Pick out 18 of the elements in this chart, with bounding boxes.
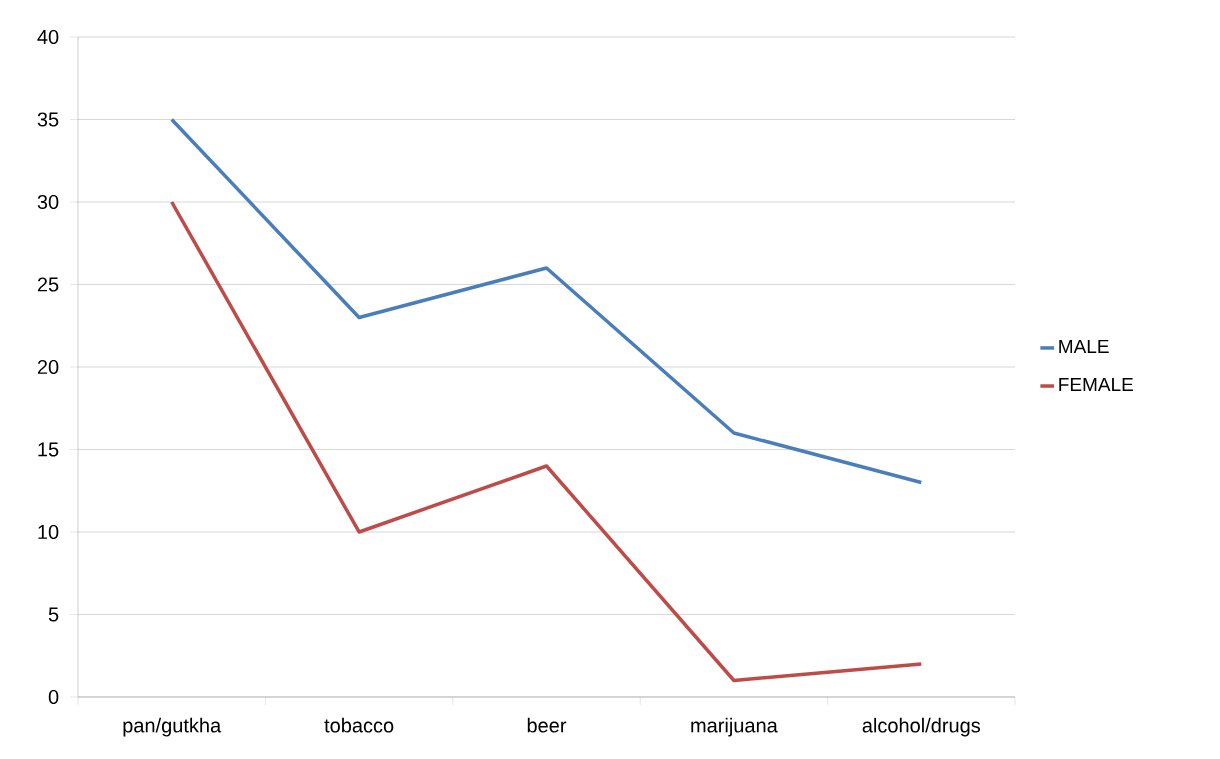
y-tick-label: 20 bbox=[37, 359, 59, 375]
y-tick-label: 40 bbox=[37, 29, 59, 45]
y-tick-label: 10 bbox=[38, 524, 59, 540]
y-tick-label: 35 bbox=[37, 112, 59, 127]
legend-label: MALE bbox=[1059, 339, 1109, 353]
y-tick-label: 25 bbox=[37, 277, 59, 292]
x-tick-label: pan/gutkha bbox=[123, 717, 222, 737]
x-tick-label: marijuana bbox=[691, 717, 778, 737]
line-series bbox=[169, 117, 924, 485]
x-tick-label: tobacco bbox=[324, 717, 394, 733]
line-series bbox=[169, 200, 924, 683]
y-tick-label: 0 bbox=[48, 689, 59, 705]
y-tick-label: 5 bbox=[48, 607, 59, 622]
legend-label: FEMALE bbox=[1059, 378, 1133, 392]
x-tick-label: beer bbox=[527, 717, 567, 733]
y-tick-label: 15 bbox=[38, 442, 59, 457]
x-tick-label: alcohol/drugs bbox=[862, 717, 981, 737]
y-tick-label: 30 bbox=[37, 194, 59, 210]
